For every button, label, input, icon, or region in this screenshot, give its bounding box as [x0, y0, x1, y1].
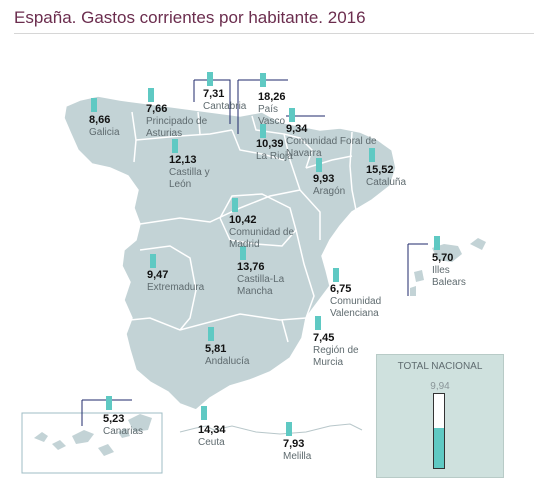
- region-name: La Rioja: [256, 151, 293, 162]
- region-label-cataluna: 15,52 Cataluña: [366, 164, 406, 189]
- region-label-rioja: 10,39 La Rioja: [256, 138, 296, 163]
- region-value: 9,34: [286, 123, 308, 135]
- region-bars: [91, 72, 440, 436]
- region-name: Comunidad Foral de Navarra: [286, 136, 377, 159]
- canary-islands-shape: [34, 414, 152, 456]
- region-label-pais-vasco: 18,26 País Vasco: [258, 91, 298, 128]
- region-name: Illes Balears: [432, 265, 466, 288]
- region-label-cantabria: 7,31 Cantabria: [203, 88, 246, 113]
- region-label-castilla-la-mancha: 13,76 Castilla-La Mancha: [237, 261, 297, 298]
- region-label-melilla: 7,93 Melilla: [283, 438, 311, 463]
- region-name: Andalucía: [205, 356, 250, 367]
- region-label-aragon: 9,93 Aragón: [313, 173, 345, 198]
- bar-melilla: [286, 422, 292, 436]
- region-label-madrid: 10,42 Comunidad de Madrid: [229, 214, 304, 251]
- peninsula-shape: [63, 95, 397, 411]
- region-value: 13,76: [237, 261, 265, 273]
- region-label-valenciana: 6,75 Comunidad Valenciana: [330, 283, 390, 320]
- region-name: Ceuta: [198, 437, 225, 448]
- region-label-baleares: 5,70 Illes Balears: [432, 252, 472, 289]
- bar-ceuta: [201, 406, 207, 420]
- region-name: Comunidad Valenciana: [330, 296, 382, 319]
- region-label-murcia: 7,45 Región de Murcia: [313, 332, 373, 369]
- region-name: Castilla-La Mancha: [237, 274, 285, 297]
- bar-castilla-la-mancha: [240, 246, 246, 260]
- bar-madrid: [232, 198, 238, 212]
- region-value: 7,45: [313, 332, 335, 344]
- region-name: Comunidad de Madrid: [229, 227, 295, 250]
- north-africa-coast: [179, 423, 363, 435]
- region-name: Aragón: [313, 186, 346, 197]
- region-value: 8,66: [89, 114, 111, 126]
- bar-extremadura: [150, 254, 156, 268]
- region-label-navarra: 9,34 Comunidad Foral de Navarra: [286, 123, 386, 160]
- region-value: 9,47: [147, 269, 169, 281]
- region-value: 18,26: [258, 91, 286, 103]
- bar-canarias: [106, 396, 112, 410]
- region-value: 7,31: [203, 88, 225, 100]
- bar-cantabria: [207, 72, 213, 86]
- region-value: 5,70: [432, 252, 454, 264]
- region-name: Castilla y León: [169, 167, 210, 190]
- region-label-ceuta: 14,34 Ceuta: [198, 424, 226, 449]
- bar-navarra: [289, 108, 295, 122]
- total-nacional-panel: TOTAL NACIONAL 9,94: [376, 354, 504, 478]
- region-value: 5,81: [205, 343, 227, 355]
- region-label-galicia: 8,66 Galicia: [89, 114, 120, 139]
- bar-asturias: [148, 88, 154, 102]
- region-label-canarias: 5,23 Canarias: [103, 413, 143, 438]
- bar-murcia: [315, 316, 321, 330]
- region-name: País Vasco: [258, 104, 286, 127]
- bar-rioja: [260, 124, 266, 138]
- title-divider: [14, 33, 534, 34]
- region-value: 14,34: [198, 424, 226, 436]
- region-label-andalucia: 5,81 Andalucía: [205, 343, 249, 368]
- region-value: 15,52: [366, 164, 394, 176]
- region-name: Canarias: [103, 426, 144, 437]
- region-borders: [129, 111, 357, 343]
- region-label-extremadura: 9,47 Extremadura: [147, 269, 204, 294]
- bar-castilla-leon: [172, 139, 178, 153]
- region-name: Principado de Asturias: [146, 116, 208, 139]
- region-value: 10,39: [256, 138, 284, 150]
- region-name: Región de Murcia: [313, 345, 359, 368]
- bar-baleares: [434, 236, 440, 250]
- bar-pais-vasco: [260, 73, 266, 87]
- total-nacional-bar-fill: [434, 427, 444, 468]
- total-nacional-value: 9,94: [430, 381, 450, 392]
- region-name: Cantabria: [203, 101, 247, 112]
- region-name: Galicia: [89, 127, 120, 138]
- bar-valenciana: [333, 268, 339, 282]
- total-nacional-label: TOTAL NACIONAL: [397, 361, 483, 372]
- page-title: España. Gastos corrientes por habitante.…: [14, 8, 366, 27]
- region-value: 7,66: [146, 103, 168, 115]
- region-name: Melilla: [283, 451, 312, 462]
- region-value: 9,93: [313, 173, 335, 185]
- region-value: 7,93: [283, 438, 305, 450]
- bar-galicia: [91, 98, 97, 112]
- region-value: 10,42: [229, 214, 257, 226]
- region-label-asturias: 7,66 Principado de Asturias: [146, 103, 226, 140]
- bar-andalucia: [208, 327, 214, 341]
- region-name: Cataluña: [366, 177, 407, 188]
- region-value: 12,13: [169, 154, 197, 166]
- region-label-castilla-leon: 12,13 Castilla y León: [169, 154, 219, 191]
- bar-cataluna: [369, 148, 375, 162]
- bar-aragon: [316, 158, 322, 172]
- region-name: Extremadura: [147, 282, 205, 293]
- region-value: 6,75: [330, 283, 352, 295]
- total-nacional-bar-frame: [433, 393, 445, 469]
- region-value: 5,23: [103, 413, 125, 425]
